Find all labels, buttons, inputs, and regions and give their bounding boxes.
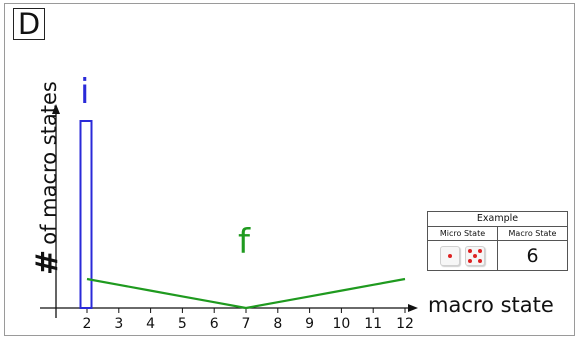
example-macro-cell: 6: [498, 241, 567, 271]
x-axis-arrow: [408, 304, 418, 312]
x-axis-label: macro state: [428, 293, 554, 317]
x-tick-label: 7: [241, 316, 251, 332]
panel-label: D: [13, 8, 45, 40]
y-axis-arrow: [52, 104, 60, 114]
die-face-5-icon: [465, 246, 485, 266]
x-tick-label: 6: [209, 316, 219, 332]
die-pip: [478, 249, 482, 253]
example-table: Example Micro State Macro State 6: [427, 211, 568, 271]
x-tick-label: 12: [396, 316, 414, 332]
example-macro-value: 6: [526, 245, 539, 267]
die-face-1-icon: [440, 246, 460, 266]
example-col-micro: Micro State: [428, 227, 498, 240]
series-label-i: i: [80, 72, 90, 112]
x-tick-label: 11: [364, 316, 383, 332]
series-f-line: [86, 277, 406, 310]
x-tick-label: 3: [114, 316, 124, 332]
x-tick-label: 4: [146, 316, 156, 332]
x-tick-label: 9: [305, 316, 315, 332]
example-data-row: 6: [428, 241, 567, 271]
die-pip: [478, 259, 482, 263]
die-pip: [468, 259, 472, 263]
example-col-macro: Macro State: [508, 229, 557, 238]
y-axis-label-symbol: #: [30, 249, 65, 275]
die-pip: [448, 254, 452, 258]
die-pip: [468, 249, 472, 253]
example-header-row: Micro State Macro State: [428, 227, 567, 241]
y-axis-label-text: of macro states: [37, 81, 61, 245]
x-tick-label: 8: [273, 316, 283, 332]
example-micro-cell: [428, 241, 498, 271]
example-title: Example: [428, 212, 567, 227]
die-pip: [473, 254, 477, 258]
x-tick-label: 5: [177, 316, 187, 332]
x-tick-label: 10: [332, 316, 351, 332]
series-i-bar: [79, 120, 93, 309]
x-tick-label: 2: [82, 316, 92, 332]
series-label-f: f: [238, 222, 250, 262]
